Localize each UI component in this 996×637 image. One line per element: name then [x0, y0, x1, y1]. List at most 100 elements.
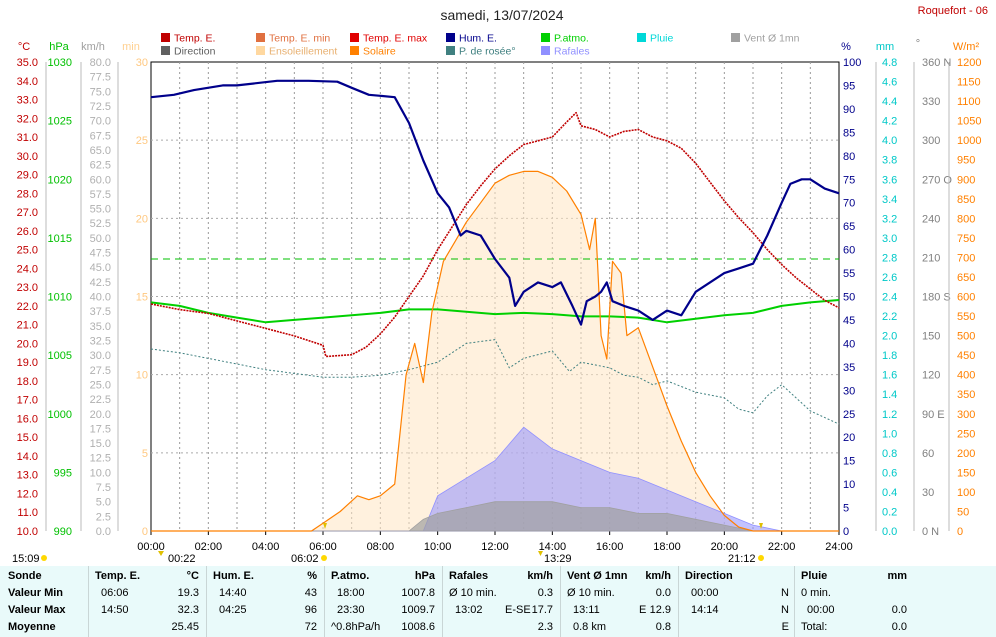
series-rafales [151, 426, 839, 532]
temp-tick: 13.0 [17, 470, 38, 482]
stats-gust-r0-val: 0.3 [537, 587, 553, 599]
stats-temp-max-val: 32.3 [177, 604, 199, 616]
temp-tick: 29.0 [17, 170, 38, 182]
stats-header-gust: Rafales [449, 570, 489, 582]
stats-rain-total-label: Total: [801, 621, 828, 633]
rain-tick: 1.2 [882, 409, 897, 421]
temp-tick: 34.0 [17, 76, 38, 88]
series-vent-1mn [151, 501, 839, 532]
legend-label: P. de rosée° [459, 46, 516, 58]
series-p-de-ros-e [150, 339, 840, 425]
dir-tick: 300 [922, 135, 940, 147]
rain-tick: 0.0 [882, 526, 897, 538]
solar-tick: 1150 [957, 77, 981, 89]
legend-label: Direction [174, 46, 216, 58]
hum-tick: 5 [843, 503, 849, 515]
temp-tick: 20.0 [17, 338, 38, 350]
wind-tick: 22.5 [90, 394, 111, 406]
dir-tick: 330 [922, 96, 940, 108]
dir-tick: 150 [922, 331, 940, 343]
wind-tick: 5.0 [96, 497, 111, 509]
stats-temp-avg-val: 25.45 [171, 621, 199, 633]
solar-unit: W/m² [953, 41, 980, 53]
wind-tick: 47.5 [90, 248, 111, 260]
series-temp-e [150, 111, 840, 358]
wind-tick: 30.0 [90, 350, 111, 362]
press-tick: 1000 [48, 409, 72, 421]
solar-tick: 0 [957, 526, 963, 538]
noon-time: 13:29 [544, 553, 572, 565]
plot-area [150, 79, 840, 532]
x-tick-label: 04:00 [252, 541, 280, 553]
stats-row-max: Valeur Max [8, 604, 66, 616]
solar-tick: 950 [957, 155, 975, 167]
dir-tick: 60 [922, 448, 934, 460]
x-tick-label: 02:00 [195, 541, 223, 553]
rain-tick: 4.2 [882, 116, 897, 128]
series-p-atmo [150, 299, 840, 324]
wind-tick: 62.5 [90, 160, 111, 172]
stats-col-press: P.atmo. hPa 18:00 1007.8 23:30 1009.7 ^0… [324, 566, 443, 637]
wind-tick: 52.5 [90, 218, 111, 230]
hum-tick: 80 [843, 151, 855, 163]
legend-swatch [446, 46, 455, 55]
wind-tick: 75.0 [90, 86, 111, 98]
rain-tick: 1.6 [882, 370, 897, 382]
legend-label: Temp. E. [174, 33, 215, 45]
solar-tick: 450 [957, 350, 975, 362]
moon-icon [158, 551, 164, 556]
stats-unit-hum: % [307, 570, 317, 582]
wind-tick: 67.5 [90, 130, 111, 142]
rain-tick: 2.8 [882, 252, 897, 264]
wind-tick: 60.0 [90, 174, 111, 186]
stats-hum-avg-val: 72 [304, 621, 317, 633]
legend: Temp. E. Temp. E. min Temp. E. max Hum. E. P… [161, 33, 800, 58]
solar-tick: 700 [957, 252, 975, 264]
stats-dir-r2-val: E [781, 621, 789, 633]
legend-swatch [350, 46, 359, 55]
stats-header-rain: Pluie [801, 570, 828, 582]
stats-rain-r1-time: 00:00 [807, 604, 835, 616]
stats-wind-max-val: 12.9 [649, 604, 671, 616]
legend-label: Hum. E. [459, 33, 497, 45]
legend-label: Temp. E. max [363, 33, 428, 45]
stats-press-min-time: 18:00 [337, 587, 365, 599]
station-name: Roquefort - 06 [918, 5, 988, 17]
rain-tick: 4.0 [882, 135, 897, 147]
sun-min-unit: min [122, 41, 140, 53]
stats-col-hum: Hum. E. % 14:40 43 04:25 96 72 [206, 566, 325, 637]
wind-tick: 25.0 [90, 379, 111, 391]
x-tick-label: 14:00 [539, 541, 567, 553]
press-unit: hPa [49, 41, 69, 53]
hum-tick: 45 [843, 315, 855, 327]
legend-swatch [637, 33, 646, 42]
stats-hum-min-val: 43 [304, 587, 317, 599]
hum-tick: 20 [843, 432, 855, 444]
stats-hum-min-time: 14:40 [219, 587, 247, 599]
temp-tick: 15.0 [17, 432, 38, 444]
hum-tick: 85 [843, 127, 855, 139]
hum-tick: 0 [843, 526, 849, 538]
hum-tick: 30 [843, 385, 855, 397]
solar-tick: 350 [957, 389, 975, 401]
sun-min-tick: 30 [136, 57, 148, 69]
stats-col-temp: Temp. E. °C 06:06 19.3 14:50 32.3 25.45 [88, 566, 207, 637]
legend-label: Temp. E. min [269, 33, 330, 45]
legend-swatch [161, 33, 170, 42]
wind-tick: 27.5 [90, 365, 111, 377]
temp-tick: 32.0 [17, 113, 38, 125]
dir-unit: ° [916, 38, 920, 50]
sunset-marker [759, 523, 763, 529]
temp-tick: 28.0 [17, 188, 38, 200]
legend-label: Vent Ø 1mn [744, 33, 800, 45]
temp-unit: °C [18, 41, 30, 53]
stats-rain-r1-val: 0.0 [891, 604, 907, 616]
hum-unit: % [841, 41, 851, 53]
series-solaire [151, 170, 839, 532]
solar-tick: 400 [957, 370, 975, 382]
wind-tick: 42.5 [90, 277, 111, 289]
press-tick: 1010 [48, 292, 72, 304]
sun-min-tick: 20 [136, 213, 148, 225]
sun-min-tick: 25 [136, 135, 148, 147]
legend-swatch [446, 33, 455, 42]
